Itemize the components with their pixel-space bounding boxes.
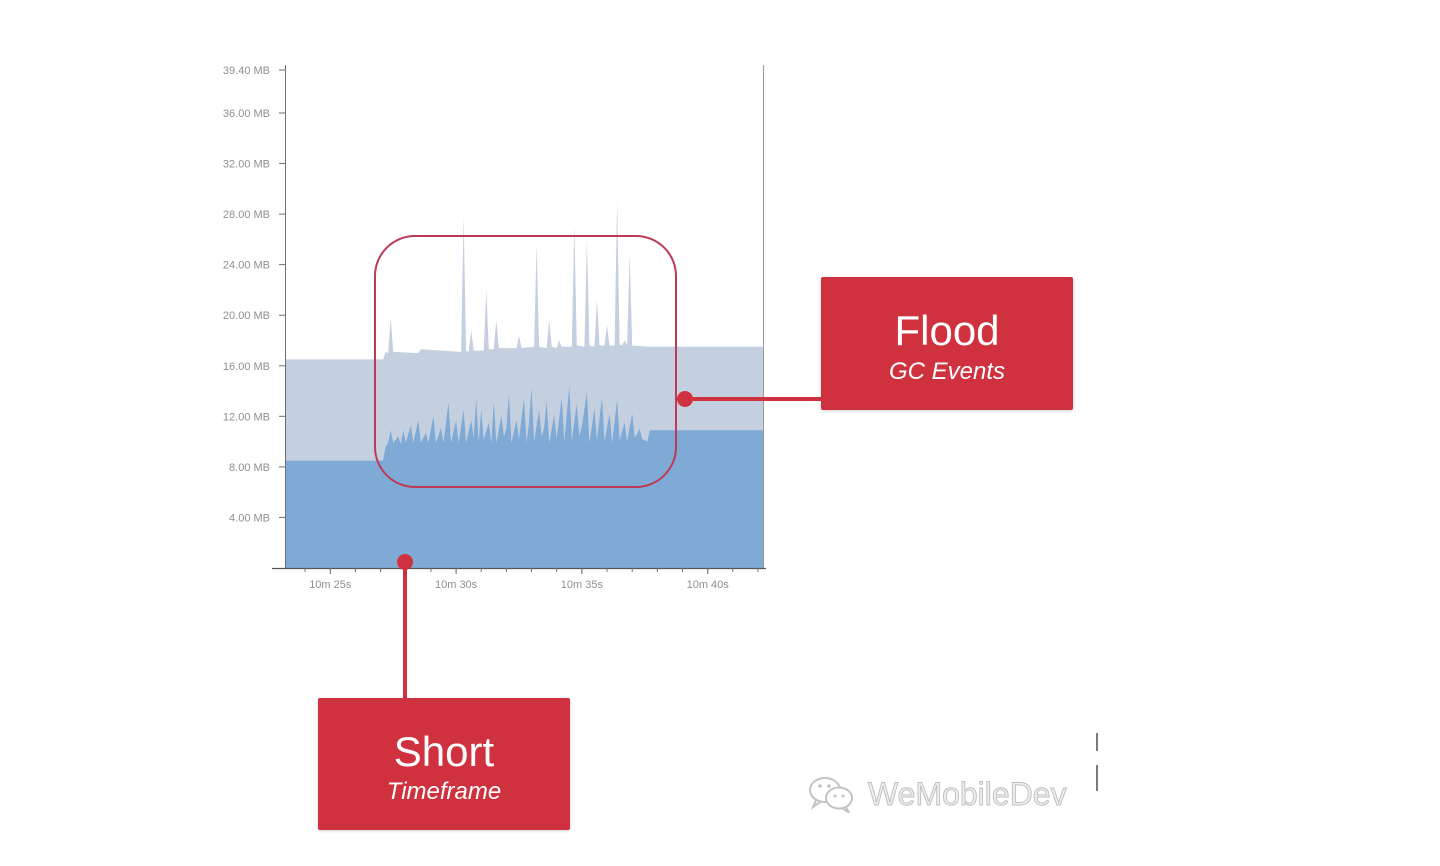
- short-callout-title: Short: [393, 728, 495, 775]
- image-edge-mark: [1096, 733, 1098, 751]
- flood-callout-subtitle: GC Events: [888, 358, 1006, 385]
- flood-highlight-frame: [374, 235, 677, 488]
- y-tick-label: 36.00 MB: [223, 108, 270, 120]
- chart-areas: [285, 200, 763, 568]
- y-tick-label: 24.00 MB: [223, 260, 270, 272]
- y-tick-label: 20.00 MB: [223, 310, 270, 322]
- flood-connector-dot: [677, 391, 693, 407]
- y-tick-label: 4.00 MB: [229, 512, 270, 524]
- y-axis-ticks: 39.40 MB 36.00 MB 32.00 MB 28.00 MB 24.00 MB…: [223, 65, 285, 524]
- wechat-icon: [806, 774, 856, 814]
- y-tick-label: 32.00 MB: [223, 159, 270, 171]
- x-tick-label: 10m 25s: [309, 579, 352, 591]
- flood-callout-title: Flood: [894, 307, 1000, 354]
- y-tick-label: 39.40 MB: [223, 65, 270, 77]
- x-tick-label: 10m 35s: [561, 579, 604, 591]
- image-edge-mark: [1096, 765, 1098, 791]
- memory-area-dark: [285, 386, 763, 568]
- short-callout: Short Timeframe: [318, 698, 570, 830]
- watermark-text: WeMobileDev: [868, 776, 1067, 813]
- x-tick-label: 10m 30s: [435, 579, 478, 591]
- x-axis-ticks: 10m 25s 10m 30s 10m 35s 10m 40s: [304, 568, 759, 591]
- watermark: WeMobileDev: [806, 772, 1086, 816]
- y-tick-label: 16.00 MB: [223, 361, 270, 373]
- y-tick-label: 8.00 MB: [229, 462, 270, 474]
- x-tick-label: 10m 40s: [687, 579, 730, 591]
- flood-callout: Flood GC Events: [821, 277, 1073, 410]
- y-tick-label: 12.00 MB: [223, 411, 270, 423]
- short-callout-subtitle: Timeframe: [386, 778, 502, 805]
- y-tick-label: 28.00 MB: [223, 209, 270, 221]
- short-connector-dot: [397, 554, 413, 570]
